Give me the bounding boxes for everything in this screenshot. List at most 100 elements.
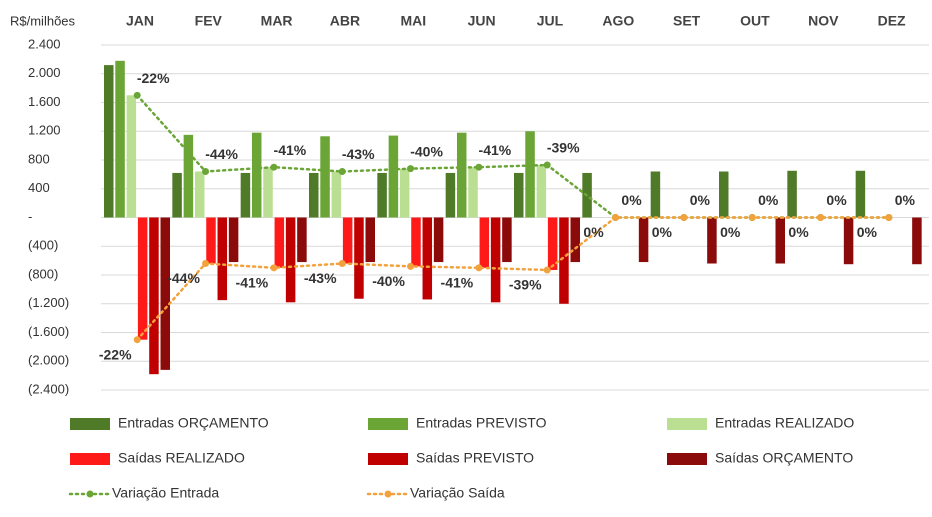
bar [388, 135, 399, 218]
point-label: -44% [167, 270, 200, 286]
line-point [748, 214, 756, 221]
point-label: -41% [441, 275, 474, 291]
bar [912, 217, 922, 265]
point-label: -43% [342, 146, 375, 162]
bar [411, 217, 421, 267]
bar [309, 172, 319, 218]
point-label: 0% [826, 192, 847, 208]
bar [456, 132, 467, 218]
bar [479, 217, 490, 268]
y-tick-label: (2.000) [28, 353, 69, 368]
y-tick-label: 400 [28, 180, 50, 195]
bar [377, 172, 387, 218]
bar [559, 217, 569, 304]
line-point [202, 260, 210, 267]
y-tick-label: (2.400) [28, 381, 69, 396]
x-tick-label: FEV [195, 13, 223, 29]
legend-label: Variação Saída [410, 485, 505, 501]
line-point [885, 214, 893, 221]
point-label: 0% [895, 192, 916, 208]
x-tick-label: ABR [330, 13, 360, 29]
bar [775, 217, 785, 264]
point-label: 0% [720, 224, 741, 240]
line-point [475, 163, 483, 171]
bar [514, 172, 524, 218]
x-tick-label: AGO [602, 13, 634, 29]
bar [547, 217, 558, 270]
bar [855, 170, 866, 218]
bar [285, 217, 296, 303]
bar [650, 171, 661, 218]
line-point [817, 214, 825, 221]
legend-label: Entradas PREVISTO [416, 415, 547, 431]
bar [104, 65, 114, 218]
line-point [270, 163, 278, 171]
point-label: -40% [410, 143, 443, 159]
line [135, 216, 891, 341]
bar [251, 132, 262, 218]
bar [183, 134, 194, 218]
line-point [133, 336, 141, 344]
line-point [475, 264, 483, 272]
legend-marker [86, 490, 94, 498]
point-label: 0% [788, 224, 809, 240]
bar [787, 170, 797, 218]
line-point [338, 260, 346, 267]
x-tick-label: MAR [261, 13, 293, 29]
bar [137, 217, 148, 340]
point-label: 0% [857, 224, 878, 240]
point-label: -39% [509, 277, 542, 293]
bar [274, 217, 285, 268]
y-tick-label: 1.600 [28, 94, 61, 109]
y-tick-label: 1.200 [28, 123, 61, 138]
point-label: -44% [205, 146, 238, 162]
legend-swatch [667, 418, 707, 430]
point-label: -41% [274, 142, 307, 158]
bar [638, 217, 649, 263]
y-tick-label: (1.200) [28, 295, 69, 310]
legend-swatch [70, 418, 110, 430]
point-label: -22% [137, 70, 170, 86]
point-label: -22% [99, 346, 132, 362]
legend-label: Saídas ORÇAMENTO [715, 450, 853, 466]
point-label: 0% [583, 224, 604, 240]
bar [331, 171, 342, 218]
bar [206, 217, 216, 264]
bar [126, 95, 137, 218]
line-point [407, 262, 415, 270]
line-point [680, 214, 688, 221]
bar [320, 136, 330, 218]
bar [194, 171, 205, 218]
line-point [543, 266, 551, 274]
line-point [407, 165, 415, 173]
legend-label: Saídas PREVISTO [416, 450, 534, 466]
point-label: -43% [304, 270, 337, 286]
point-label: 0% [758, 192, 779, 208]
x-tick-label: NOV [808, 13, 839, 29]
y-tick-label: 800 [28, 151, 50, 166]
bar [719, 171, 729, 218]
line-point [612, 214, 620, 221]
x-tick-label: MAI [400, 13, 426, 29]
bar [217, 217, 228, 301]
point-label: -39% [547, 140, 580, 156]
bar [843, 217, 854, 265]
bar [160, 217, 170, 370]
bar [149, 217, 159, 375]
line-point [202, 168, 210, 175]
bar [354, 217, 364, 299]
y-tick-label: (400) [28, 238, 58, 253]
line-point [543, 161, 551, 169]
x-tick-label: OUT [740, 13, 770, 29]
legend-label: Saídas REALIZADO [118, 450, 245, 466]
line-point [270, 264, 278, 272]
y-tick-label: (800) [28, 266, 58, 281]
bar [490, 217, 501, 303]
bar [228, 217, 239, 263]
x-tick-label: JUN [468, 13, 496, 29]
point-label: -41% [236, 275, 269, 291]
legend-label: Variação Entrada [112, 485, 219, 501]
bar [115, 60, 125, 218]
x-tick-label: JUL [537, 13, 564, 29]
